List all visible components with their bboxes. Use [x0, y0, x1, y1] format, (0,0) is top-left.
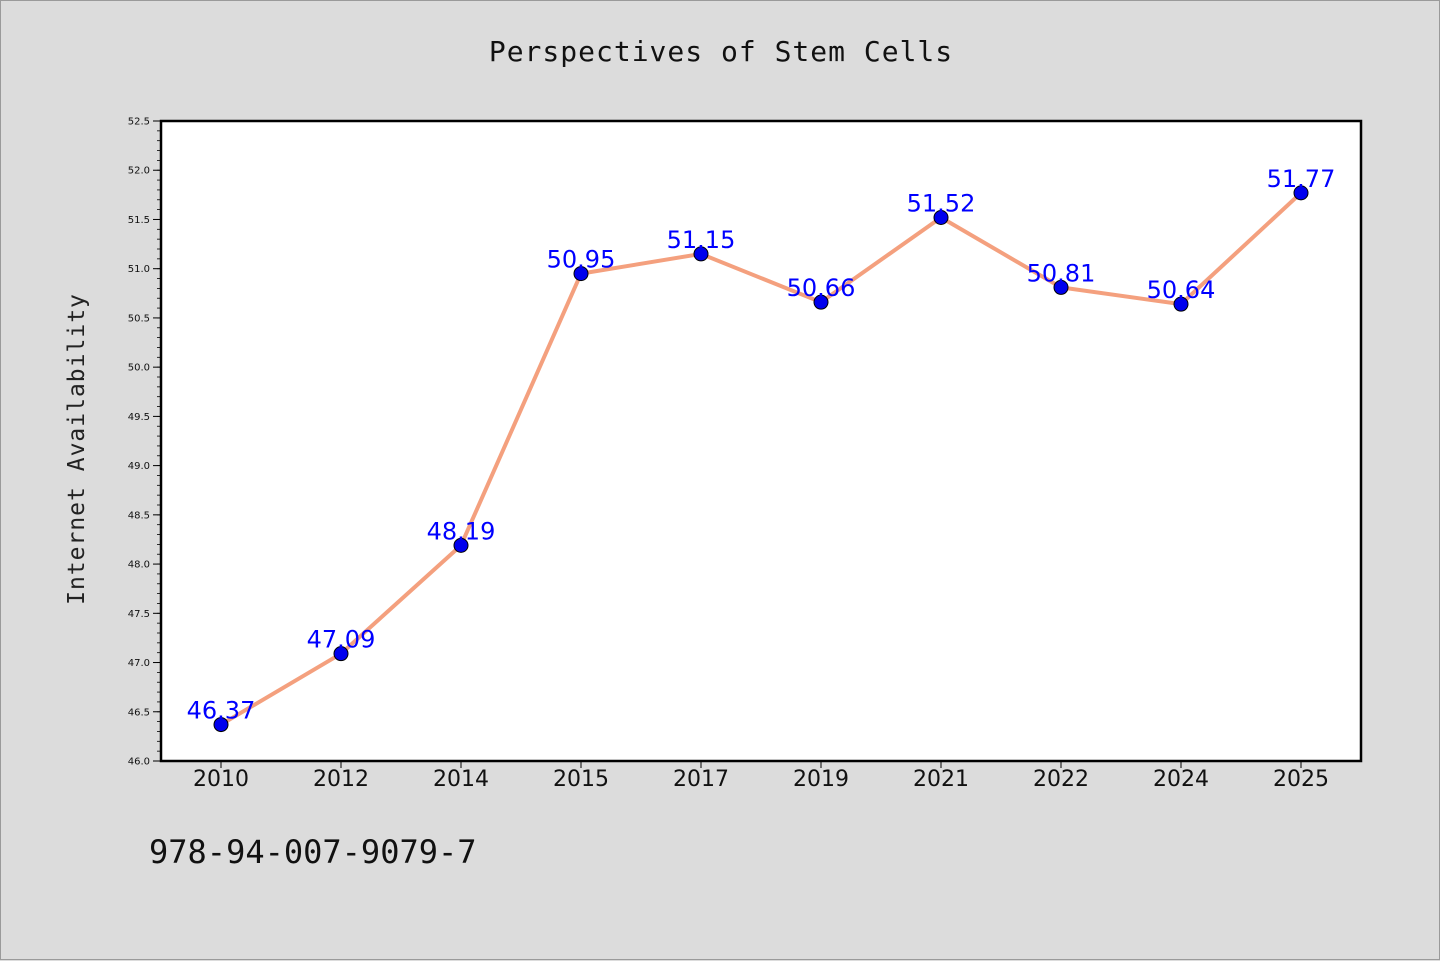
data-label: 48.19 [427, 517, 496, 545]
data-point [693, 246, 709, 262]
data-point [1173, 296, 1189, 312]
data-point [213, 717, 229, 733]
y-tick-label: 48.0 [128, 560, 150, 571]
y-tick-label: 50.0 [128, 363, 150, 374]
data-point [933, 209, 949, 225]
x-tick-label: 2014 [433, 767, 489, 792]
chart-title: Perspectives of Stem Cells [488, 35, 954, 68]
y-tick-label: 47.5 [128, 609, 150, 620]
data-point [453, 537, 469, 553]
data-point [813, 294, 829, 310]
data-label: 51.77 [1267, 165, 1336, 193]
y-tick-label: 51.0 [128, 264, 150, 275]
y-tick-label: 52.5 [128, 117, 150, 128]
y-tick-label: 50.5 [128, 313, 150, 324]
data-label: 50.95 [547, 246, 616, 274]
x-tick-label: 2012 [313, 767, 369, 792]
x-tick-label: 2019 [793, 767, 849, 792]
y-tick-label: 48.5 [128, 510, 150, 521]
y-tick-label: 52.0 [128, 166, 150, 177]
data-point [333, 646, 349, 662]
y-tick-label: 47.0 [128, 658, 150, 669]
data-point [1053, 279, 1069, 295]
y-tick-label: 49.0 [128, 461, 150, 472]
x-tick-label: 2017 [673, 767, 729, 792]
x-tick-label: 2015 [553, 767, 609, 792]
y-tick-label: 46.5 [128, 707, 150, 718]
series-line [219, 190, 1303, 727]
data-label: 50.81 [1027, 259, 1096, 287]
x-tick-label: 2010 [193, 767, 249, 792]
y-tick-label: 49.5 [128, 412, 150, 423]
y-tick-label: 46.0 [128, 757, 150, 768]
data-label: 50.64 [1147, 276, 1216, 304]
data-point [573, 266, 589, 282]
plot-area [159, 119, 1363, 763]
x-tick-label: 2021 [913, 767, 969, 792]
x-tick-label: 2022 [1033, 767, 1089, 792]
x-tick-label: 2025 [1273, 767, 1329, 792]
data-label: 46.37 [187, 697, 256, 725]
y-tick-label: 51.5 [128, 215, 150, 226]
footer-code: 978-94-007-9079-7 [149, 833, 477, 871]
data-label: 51.15 [667, 226, 736, 254]
data-label: 47.09 [307, 626, 376, 654]
data-point [1293, 185, 1309, 201]
x-tick-label: 2024 [1153, 767, 1209, 792]
data-label: 50.66 [787, 274, 856, 302]
data-label: 51.52 [907, 189, 976, 217]
